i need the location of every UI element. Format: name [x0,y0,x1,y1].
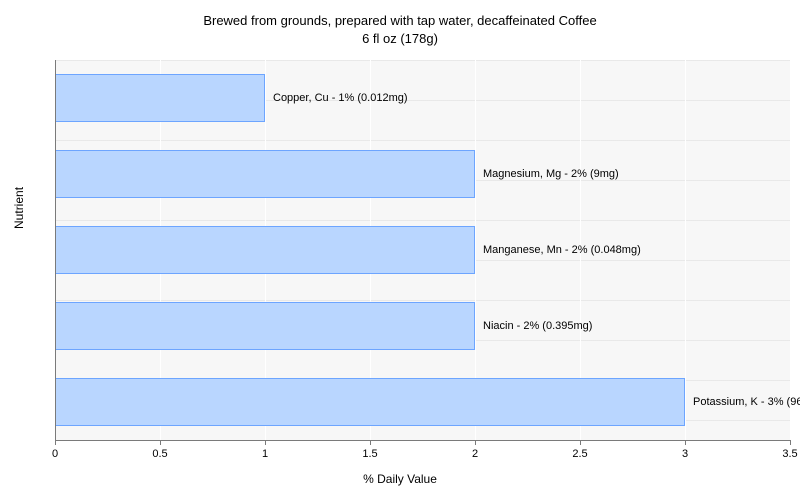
y-axis-label: Nutrient [12,187,26,229]
bar-label: Magnesium, Mg - 2% (9mg) [483,168,619,180]
x-tick-label: 0 [52,448,58,460]
x-tick-label: 0.5 [152,448,167,460]
bar-row: Copper, Cu - 1% (0.012mg) [55,74,790,122]
x-axis-line [55,440,790,441]
y-axis-line [55,60,56,440]
bar [55,150,475,198]
x-tick-mark [685,440,686,445]
x-tick-mark [55,440,56,445]
x-tick-label: 3.5 [782,448,797,460]
x-tick-label: 2 [472,448,478,460]
bar [55,74,265,122]
bar-label: Potassium, K - 3% (96mg) [693,396,800,408]
x-tick-mark [265,440,266,445]
bar-row: Potassium, K - 3% (96mg) [55,378,790,426]
bar [55,226,475,274]
chart-title: Brewed from grounds, prepared with tap w… [0,0,800,48]
bar-row: Manganese, Mn - 2% (0.048mg) [55,226,790,274]
x-tick-label: 1.5 [362,448,377,460]
bar-label: Copper, Cu - 1% (0.012mg) [273,92,408,104]
bar-row: Niacin - 2% (0.395mg) [55,302,790,350]
plot-area: Copper, Cu - 1% (0.012mg) Magnesium, Mg -… [55,60,790,440]
x-tick-mark [580,440,581,445]
nutrient-chart: Brewed from grounds, prepared with tap w… [0,0,800,500]
x-tick-mark [370,440,371,445]
bar-label: Niacin - 2% (0.395mg) [483,320,592,332]
x-tick-mark [160,440,161,445]
title-line-2: 6 fl oz (178g) [362,31,438,46]
bar [55,302,475,350]
title-line-1: Brewed from grounds, prepared with tap w… [203,13,596,28]
x-axis-label: % Daily Value [0,472,800,486]
x-tick-mark [790,440,791,445]
gridline [790,60,791,440]
bar-label: Manganese, Mn - 2% (0.048mg) [483,244,641,256]
x-tick-label: 1 [262,448,268,460]
x-tick-mark [475,440,476,445]
x-tick-label: 2.5 [572,448,587,460]
bar [55,378,685,426]
bar-row: Magnesium, Mg - 2% (9mg) [55,150,790,198]
x-tick-label: 3 [682,448,688,460]
